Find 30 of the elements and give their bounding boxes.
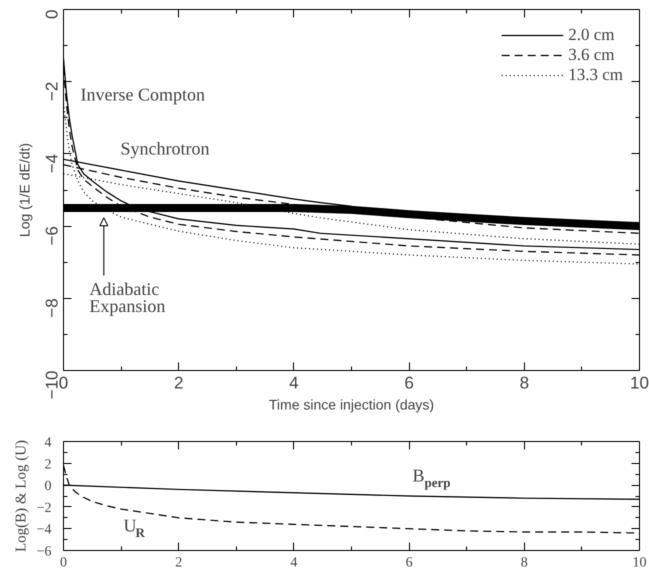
y-axis-title: Log(B) & Log (U): [14, 440, 30, 552]
legend-label: 2.0 cm: [568, 25, 614, 45]
y-tick-label: 0: [44, 479, 52, 494]
x-tick-label: 6: [404, 374, 414, 392]
x-tick-label: 2: [175, 556, 182, 570]
x-tick-label: 4: [289, 374, 299, 392]
annotation: Synchrotron: [120, 138, 210, 158]
y-tick-label: −6: [42, 226, 62, 246]
y-tick-label: 0: [42, 9, 62, 19]
y-tick-label: −4: [42, 154, 62, 174]
x-tick-label: 6: [406, 556, 413, 570]
x-tick-label: 10: [632, 556, 646, 570]
x-tick-label: 10: [630, 374, 649, 392]
annotation: Adiabatic Expansion: [89, 279, 166, 316]
y-tick-label: −2: [42, 82, 62, 102]
x-tick-label: 4: [290, 556, 298, 570]
y-tick-label: 4: [44, 436, 52, 450]
y-tick-label: −8: [42, 298, 62, 318]
x-tick-label: 2: [174, 374, 184, 392]
annotation: Inverse Compton: [80, 84, 205, 104]
x-tick-label: 8: [520, 374, 530, 392]
y-tick-label: 2: [44, 457, 52, 472]
x-axis-title: Time since injection (days): [268, 396, 434, 412]
y-tick-label: −4: [36, 522, 52, 538]
legend-label: 13.3 cm: [568, 65, 623, 85]
y-tick-label: −2: [36, 500, 52, 516]
y-axis-title: Log (1/E dE/dt): [16, 142, 32, 238]
x-tick-label: 8: [520, 556, 528, 570]
y-tick-label: −6: [36, 544, 52, 560]
legend-label: 3.6 cm: [568, 45, 614, 65]
